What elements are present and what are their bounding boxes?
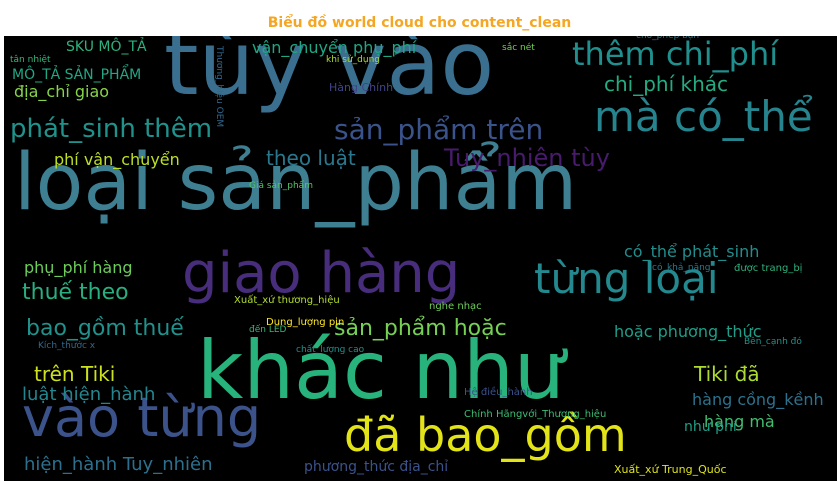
word-cloud-word: khi sử_dụng <box>326 55 381 65</box>
word-cloud-word: hiện_hành Tuy_nhiên <box>24 454 213 475</box>
word-cloud-word: Chính Hãngvới_Thương_hiệu <box>464 409 607 420</box>
word-cloud-word: từng loại <box>534 254 719 303</box>
word-cloud-word: MÔ_TẢ SẢN_PHẨM <box>12 67 142 83</box>
word-cloud-word: theo luật <box>266 146 356 170</box>
word-cloud-word: Tuy_nhiên tùy <box>444 144 610 172</box>
word-cloud-word: bao_gồm thuế <box>26 316 184 341</box>
word-cloud-word: Hệ điều_hành <box>464 387 533 398</box>
word-cloud-word: Tiki đã <box>694 362 760 386</box>
word-cloud-word: phụ_phí hàng <box>24 258 133 277</box>
word-cloud-word: đã bao_gồm <box>344 408 627 462</box>
word-cloud-word: Dung_lượng pin <box>266 317 345 328</box>
word-cloud-word: Hàng Chính <box>329 81 394 94</box>
word-cloud-word: chất_lượng cao <box>296 345 365 355</box>
word-cloud-word: trên Tiki <box>34 362 116 386</box>
word-cloud-word: thêm chi_phí <box>572 36 779 73</box>
word-cloud-word: Giá sản_phẩm <box>249 181 313 191</box>
word-cloud-word: Xuất_xứ Trung_Quốc <box>614 463 727 476</box>
word-cloud-word: vận_chuyển phụ_phí <box>252 38 417 57</box>
word-cloud-word: hoặc phương_thức <box>614 322 762 341</box>
word-cloud-canvas: loại sản_phẩm khác như tùy vào giao hàng vào… <box>4 36 837 481</box>
word-cloud-word: nghe nhạc <box>429 301 482 312</box>
word-cloud-word: có_khả_năng <box>652 263 711 273</box>
word-cloud-word: được trang_bị <box>734 263 803 274</box>
word-cloud-word: sắc nét <box>502 43 535 53</box>
word-cloud-word: có_thể phát_sinh <box>624 242 760 261</box>
word-cloud-word: hàng mà <box>704 412 775 431</box>
word-cloud-word: tùy vào <box>164 36 495 115</box>
word-cloud-word: loại sản_phẩm <box>14 138 578 228</box>
word-cloud-word: phương_thức địa_chỉ <box>304 459 449 475</box>
word-cloud-word: Kích_thước x <box>38 341 96 351</box>
word-cloud-word: như phí <box>684 419 737 435</box>
chart-title: Biểu đồ world cloud cho content_clean <box>267 15 572 31</box>
word-cloud-word: luật hiện_hành <box>22 384 156 405</box>
word-cloud-word: Bên_cạnh đó <box>744 337 802 347</box>
word-cloud-word: chi_phí khác <box>604 72 729 96</box>
word-cloud-word: SKU MÔ_TẢ <box>66 39 147 55</box>
word-cloud-word: phát_sinh thêm <box>10 114 213 144</box>
word-cloud-word: cho_phép bạn <box>636 36 700 41</box>
word-cloud-word: địa_chỉ giao <box>14 82 110 101</box>
word-cloud-word: phí vận_chuyển <box>54 150 180 169</box>
word-cloud-word: Xuất_xứ thương_hiệu <box>234 295 340 306</box>
word-cloud-word: tân nhiệt <box>10 55 51 65</box>
word-cloud-word: vào từng <box>22 386 262 449</box>
word-cloud-word: Thương_hiệu OEM <box>214 46 224 128</box>
word-cloud-word: khác như <box>197 324 565 417</box>
word-cloud-word: giao hàng <box>182 241 461 306</box>
word-cloud-word: sản_phẩm trên <box>334 113 544 146</box>
word-cloud-word: thuế theo <box>22 280 129 305</box>
word-cloud-word: đến LED <box>249 325 287 335</box>
word-cloud-word: sản_phẩm hoặc <box>334 316 507 341</box>
word-cloud-word: mà có_thể <box>594 92 813 141</box>
word-cloud-word: hàng cồng_kềnh <box>692 390 824 409</box>
